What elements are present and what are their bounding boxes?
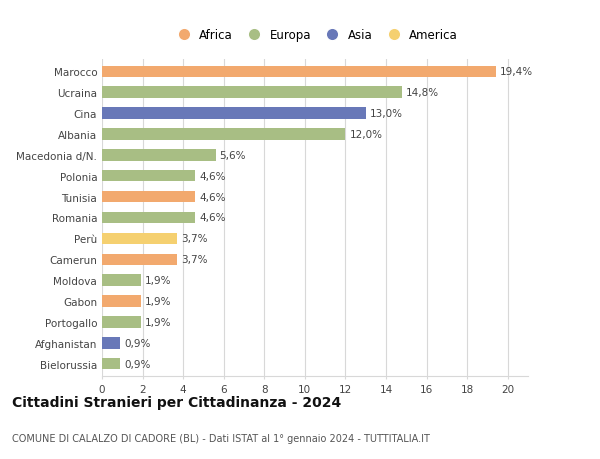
Text: 12,0%: 12,0%	[349, 130, 382, 140]
Text: 1,9%: 1,9%	[145, 275, 171, 285]
Text: 13,0%: 13,0%	[370, 109, 403, 119]
Bar	[102, 358, 120, 369]
Text: 14,8%: 14,8%	[406, 88, 439, 98]
Bar	[102, 67, 496, 78]
Bar	[102, 337, 120, 349]
Text: 5,6%: 5,6%	[220, 151, 246, 161]
Bar	[102, 171, 196, 182]
Text: 0,9%: 0,9%	[124, 338, 151, 348]
Text: Cittadini Stranieri per Cittadinanza - 2024: Cittadini Stranieri per Cittadinanza - 2…	[12, 395, 341, 409]
Text: 4,6%: 4,6%	[199, 171, 226, 181]
Bar	[102, 213, 196, 224]
Bar	[102, 108, 366, 120]
Bar	[102, 233, 177, 245]
Bar	[102, 275, 140, 286]
Text: COMUNE DI CALALZO DI CADORE (BL) - Dati ISTAT al 1° gennaio 2024 - TUTTITALIA.IT: COMUNE DI CALALZO DI CADORE (BL) - Dati …	[12, 433, 430, 442]
Text: 1,9%: 1,9%	[145, 297, 171, 306]
Legend: Africa, Europa, Asia, America: Africa, Europa, Asia, America	[167, 24, 463, 47]
Bar	[102, 150, 215, 161]
Bar	[102, 316, 140, 328]
Bar	[102, 254, 177, 265]
Bar	[102, 191, 196, 203]
Bar	[102, 129, 346, 140]
Bar	[102, 296, 140, 307]
Text: 1,9%: 1,9%	[145, 317, 171, 327]
Text: 0,9%: 0,9%	[124, 359, 151, 369]
Text: 3,7%: 3,7%	[181, 255, 208, 265]
Text: 4,6%: 4,6%	[199, 213, 226, 223]
Text: 19,4%: 19,4%	[500, 67, 533, 77]
Text: 3,7%: 3,7%	[181, 234, 208, 244]
Text: 4,6%: 4,6%	[199, 192, 226, 202]
Bar	[102, 87, 402, 99]
